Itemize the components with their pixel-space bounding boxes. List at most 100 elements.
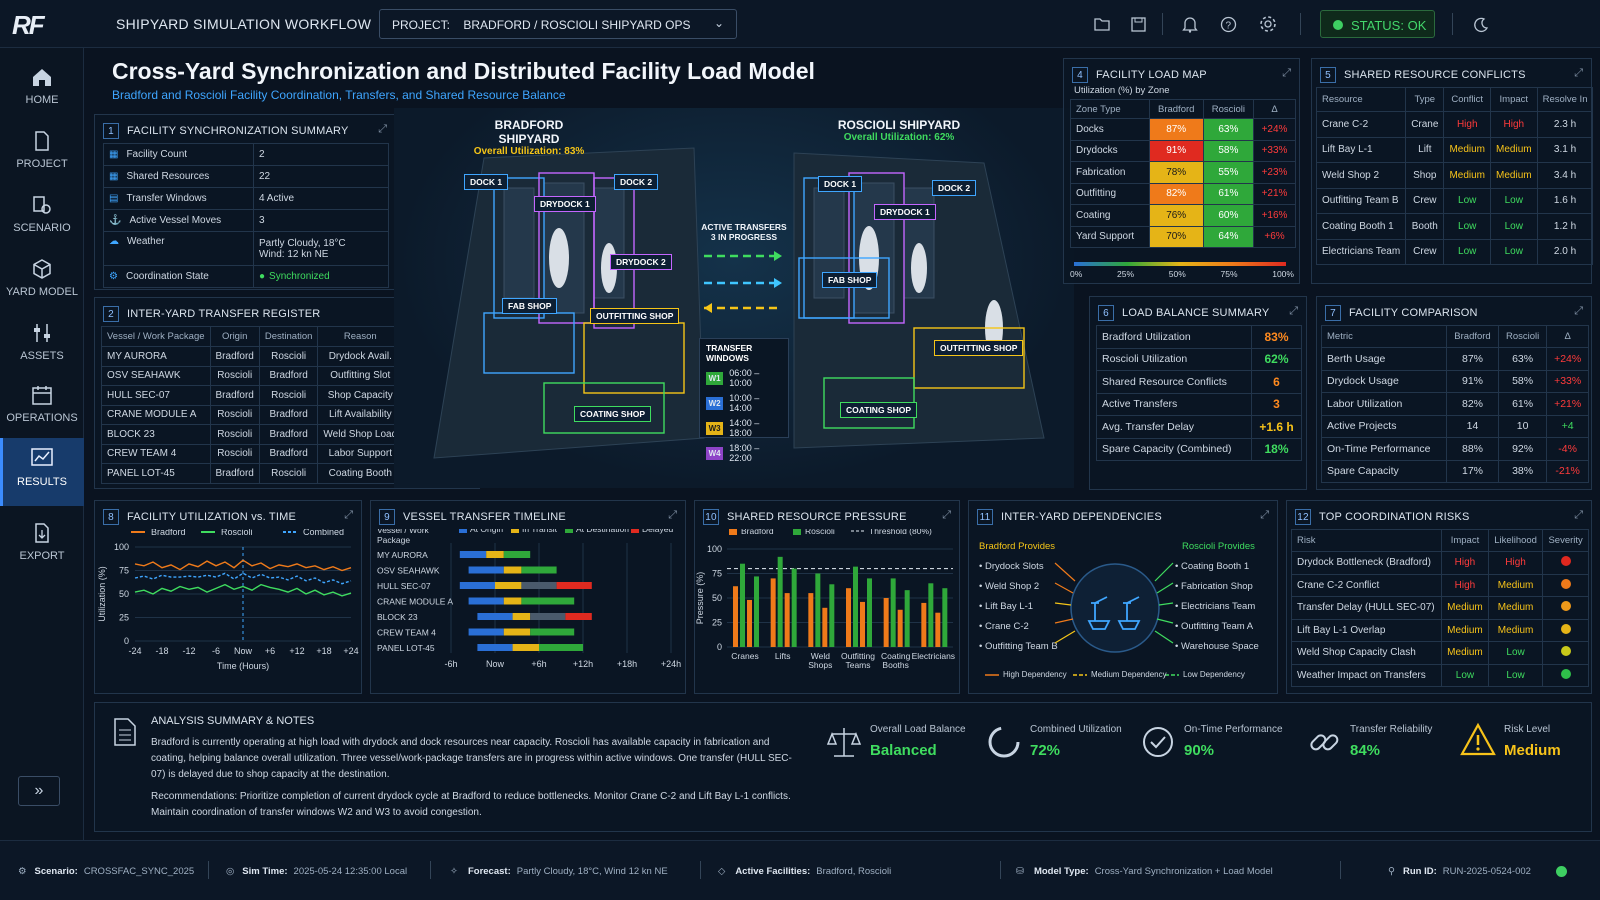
svg-text:?: ? [1225,20,1231,31]
row-label: OSV SEAHAWK [377,566,440,576]
table-row[interactable]: Crane C-2 Crane High High 2.3 h [1315,111,1594,138]
transfer-window-w4[interactable]: W4 18:00 – 22:00 [706,443,782,463]
dependency-item[interactable]: • Weld Shop 2 [979,581,1040,592]
x-tick: -18 [155,646,168,656]
load-map-subtitle: Utilization (%) by Zone [1074,85,1170,96]
table-row[interactable]: Lift Bay L-1 Lift Medium Medium 3.1 h [1315,136,1594,163]
nav-results[interactable]: RESULTS [0,438,84,506]
table-row[interactable]: Crane C-2 Conflict High Medium [1291,573,1589,597]
load-balance-table: Bradford Utilization 83% Roscioli Utilizat… [1096,325,1303,461]
table-row[interactable]: Weld Shop Capacity Clash Medium Low [1291,641,1589,665]
column-header: Package [377,535,410,545]
dependency-item[interactable]: • Drydock Slots [979,561,1044,572]
table-row: Shared Resource Conflicts 6 [1096,370,1303,394]
yard-3d-view[interactable]: BRADFORD SHIPYARD Overall Utilization: 83… [394,108,1074,488]
table-row[interactable]: Drydock Bottleneck (Bradford) High High [1291,551,1589,575]
dependency-item[interactable]: • Outfitting Team A [1175,621,1254,632]
scenario-icon [33,196,51,214]
expand-icon[interactable]: ⤢ [1574,305,1583,317]
nav-export[interactable]: EXPORT [0,514,84,576]
nav-assets[interactable]: ASSETS [0,314,84,376]
dependency-item[interactable]: • Lift Bay L-1 [979,601,1034,612]
dependency-item[interactable]: • Fabrication Shop [1175,581,1253,592]
y-tick: 50 [712,593,722,603]
folder-icon[interactable] [1092,14,1112,34]
bell-icon[interactable] [1180,14,1200,34]
expand-icon[interactable]: ⤢ [344,509,353,521]
link-icon [1310,734,1339,751]
footer-active-facilities: ◇ Active Facilities: Bradford, Roscioli [718,866,892,877]
nav-scenario[interactable]: SCENARIO [0,186,84,248]
dependency-item[interactable]: • Coating Booth 1 [1175,561,1250,572]
table-row[interactable]: Yard Support 70% 64% +6% [1070,225,1296,248]
yard-tag-b-drydock1[interactable]: DRYDOCK 1 [534,196,596,212]
yard-tag-r-fabshop[interactable]: FAB SHOP [822,272,878,288]
table-row[interactable]: Weld Shop 2 Shop Medium Medium 3.4 h [1315,162,1594,189]
yard-tag-b-fabshop[interactable]: FAB SHOP [502,298,558,314]
yard-tag-r-outfitting[interactable]: OUTFITTING SHOP [934,340,1024,356]
gear-icon[interactable] [1258,14,1278,34]
table-row[interactable]: Outfitting Team B Crew Low Low 1.6 h [1315,187,1594,214]
yard-tag-b-drydock2[interactable]: DRYDOCK 2 [610,254,672,270]
table-row[interactable]: Drydocks 91% 58% +33% [1070,139,1296,162]
transfer-window-w3[interactable]: W3 14:00 – 18:00 [706,418,782,438]
table-row[interactable]: Weather Impact on Transfers Low Low [1291,663,1589,687]
table-row[interactable]: Outfitting 82% 61% +21% [1070,182,1296,205]
footer-forecast: ✧ Forecast: Partly Cloudy, 18°C, Wind 12 k… [450,866,668,877]
panel-facility-comparison: 7 FACILITY COMPARISON ⤢ Metric Bradford Ros… [1316,296,1592,490]
theme-toggle-icon[interactable] [1470,14,1490,34]
yard-tag-b-dock2[interactable]: DOCK 2 [614,174,659,190]
transfer-window-w1[interactable]: W1 06:00 – 10:00 [706,368,782,388]
save-icon[interactable] [1128,14,1148,34]
yard-tag-r-coating[interactable]: COATING SHOP [840,402,918,418]
x-tick: +24h [661,659,681,669]
gauge-ring-icon [988,726,1020,758]
expand-sidebar-button[interactable]: » [18,776,60,806]
severity-dot-icon [1560,578,1571,589]
expand-icon[interactable]: ⤢ [1574,509,1583,521]
help-icon[interactable]: ? [1218,14,1238,34]
yard-tag-r-dock1[interactable]: DOCK 1 [818,176,863,192]
app-logo[interactable]: RF [12,10,45,40]
yard-tag-b-outfitting[interactable]: OUTFITTING SHOP [590,308,680,324]
resource-pressure-chart[interactable]: Bradford Roscioli Threshold (80%) 100 75 50 25… [695,529,959,693]
expand-icon[interactable]: ⤢ [668,509,677,521]
expand-icon[interactable]: ⤢ [1574,67,1583,79]
top-bar: RF SHIPYARD SIMULATION WORKFLOW PROJECT:… [0,0,1600,48]
nav-operations[interactable]: OPERATIONS [0,376,84,438]
table-row[interactable]: Transfer Delay (HULL SEC-07) Medium Medium [1291,596,1589,620]
footer-run-id: ⚲ Run ID: RUN-2025-0524-002 [1388,866,1531,877]
project-selector[interactable]: PROJECT: BRADFORD / ROSCIOLI SHIPYARD OP… [379,9,737,39]
nav-yard-model[interactable]: YARD MODEL [0,250,84,312]
x-tick: +6h [531,659,546,669]
nav-home[interactable]: HOME [0,58,84,120]
table-row[interactable]: Fabrication 78% 55% +23% [1070,161,1296,184]
expand-icon[interactable]: ⤢ [378,123,387,135]
dependency-item[interactable]: • Warehouse Space [1175,641,1259,652]
dependency-item[interactable]: • Outfitting Team B [979,641,1058,652]
yard-tag-b-coating[interactable]: COATING SHOP [574,406,652,422]
expand-icon[interactable]: ⤢ [1289,305,1298,317]
timeline-bar [521,597,575,605]
yard-tag-r-drydock1[interactable]: DRYDOCK 1 [874,204,936,220]
table-row[interactable]: Coating 76% 60% +16% [1070,204,1296,227]
timeline-bar [512,613,531,620]
expand-icon[interactable]: ⤢ [1260,509,1269,521]
dependency-item[interactable]: • Crane C-2 [979,621,1029,632]
table-row[interactable]: Lift Bay L-1 Overlap Medium Medium [1291,618,1589,642]
expand-icon[interactable]: ⤢ [1282,67,1291,79]
yard-tag-b-dock1[interactable]: DOCK 1 [464,174,509,190]
transfer-window-w2[interactable]: W2 10:00 – 14:00 [706,393,782,413]
nav-project[interactable]: PROJECT [0,122,84,184]
table-row[interactable]: Electricians Team Crew Low Low 2.0 h [1315,238,1594,265]
table-row[interactable]: Coating Booth 1 Booth Low Low 1.2 h [1315,213,1594,240]
expand-icon[interactable]: ⤢ [942,509,951,521]
dependency-item[interactable]: • Electricians Team [1175,601,1256,612]
utilization-chart[interactable]: Bradford Roscioli Combined 100 75 50 25 0-24 -18… [95,529,361,693]
legend-medium-dependency: Medium Dependency [1091,670,1167,679]
pressure-bar [808,593,814,647]
row-label: HULL SEC-07 [377,581,431,591]
table-row[interactable]: Docks 87% 63% +24% [1070,118,1296,141]
yard-tag-r-dock2[interactable]: DOCK 2 [932,180,977,196]
